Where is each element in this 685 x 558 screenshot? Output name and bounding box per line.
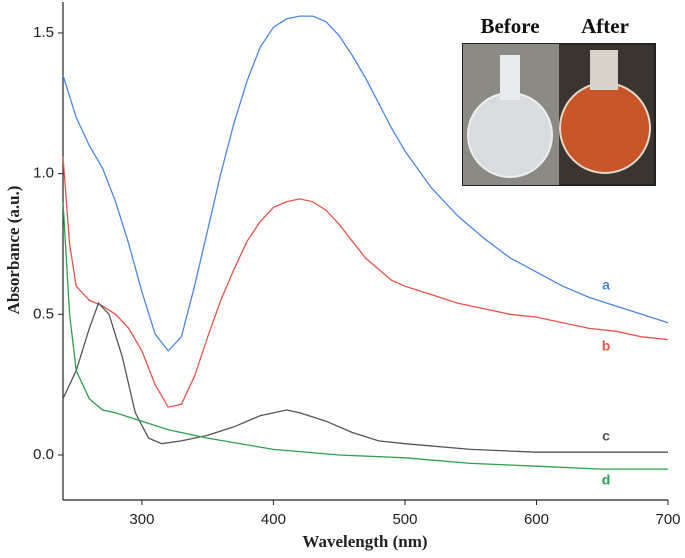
- x-tick-label: 600: [524, 511, 549, 528]
- y-tick-label: 0.5: [33, 305, 54, 322]
- series-label: c: [602, 428, 610, 444]
- series-line: [62, 201, 668, 470]
- y-tick-label: 0.0: [33, 446, 54, 463]
- series-label: a: [602, 277, 610, 293]
- inset-label: Before: [480, 14, 539, 38]
- y-tick-label: 1.5: [33, 24, 54, 41]
- inset-label: After: [581, 14, 629, 38]
- x-axis-title: Wavelength (nm): [302, 532, 427, 551]
- x-tick-label: 500: [392, 511, 417, 528]
- series-line: [62, 301, 668, 453]
- series-label: b: [602, 338, 611, 354]
- x-tick-label: 300: [129, 511, 154, 528]
- x-tick-label: 400: [261, 511, 286, 528]
- series-line: [62, 156, 669, 408]
- series-label: d: [602, 472, 611, 488]
- x-tick-label: 700: [655, 511, 680, 528]
- series-line: [62, 15, 669, 352]
- y-tick-label: 1.0: [33, 165, 54, 182]
- y-axis-title: Absorbance (a.u.): [4, 186, 23, 315]
- inset-photo: [462, 43, 656, 186]
